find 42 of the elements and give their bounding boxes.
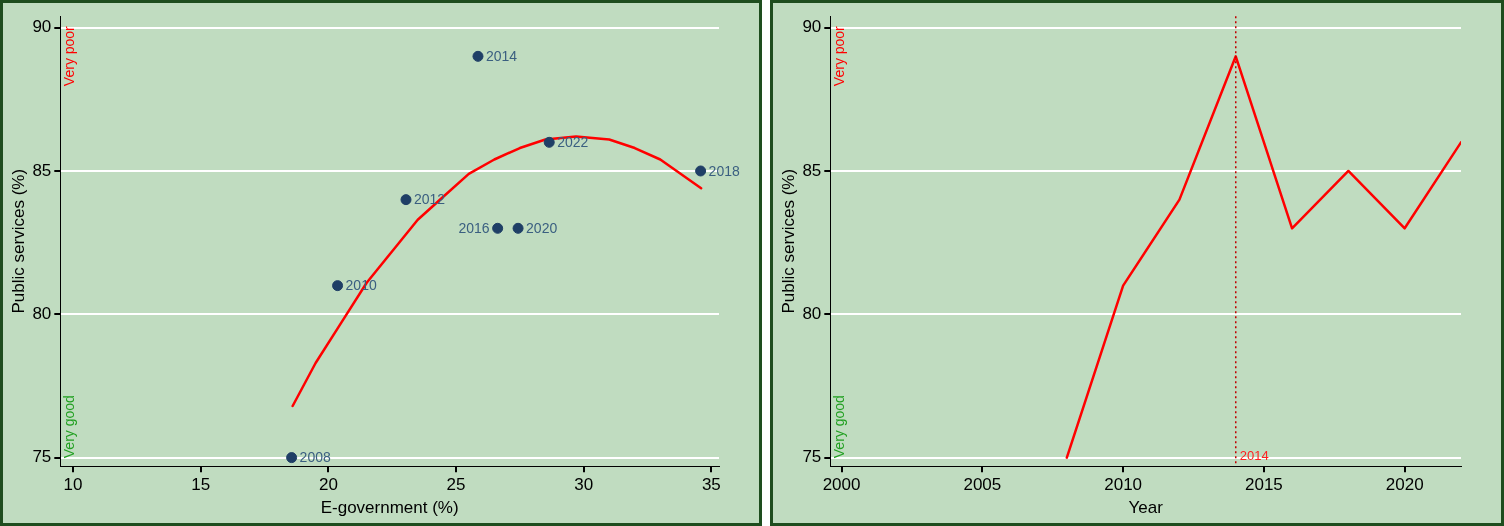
y-tick-label: 80 [32,303,52,323]
x-tick-label: 20 [318,475,338,495]
annotation: 2018 [708,162,740,179]
x-tick-label: 30 [574,475,594,495]
point [492,222,504,234]
y-tick-label: 75 [32,447,52,467]
point [286,452,298,464]
x-tick-label: 25 [446,475,466,495]
annotation: Very good [61,395,78,459]
x-tick-label: 2005 [963,475,1002,495]
ref-line-label: 2014 [1239,448,1269,464]
annotation: 2008 [299,449,331,466]
point [400,194,412,206]
annotation: 2020 [526,220,558,237]
point [332,280,344,292]
point [695,165,707,177]
x-tick-label: 15 [191,475,211,495]
point [472,50,484,62]
y-tick-label: 80 [802,303,822,323]
annotation: Very poor [61,25,78,87]
x-tick-label: 2010 [1104,475,1143,495]
annotation: 2022 [557,134,589,151]
y-tick-label: 85 [32,160,52,180]
x-tick-label: 2020 [1385,475,1424,495]
x-tick-label: 2015 [1245,475,1283,495]
x-axis-title: E-government (%) [320,498,459,518]
point [543,136,555,148]
annotation: Very good [831,395,848,459]
y-tick-label: 90 [802,17,822,37]
x-axis-title: Year [1128,498,1164,518]
y-axis-title: Public services (%) [778,168,798,314]
annotation: 2014 [485,48,518,65]
y-axis-title: Public services (%) [8,168,28,314]
y-tick-label: 90 [32,17,52,37]
x-tick-label: 2000 [822,475,861,495]
y-tick-label: 85 [802,160,822,180]
annotation: Very poor [831,25,848,87]
x-tick-label: 10 [63,475,83,495]
annotation: 2016 [458,220,490,237]
point [512,222,524,234]
y-tick-label: 75 [802,447,822,467]
x-tick-label: 35 [701,475,721,495]
